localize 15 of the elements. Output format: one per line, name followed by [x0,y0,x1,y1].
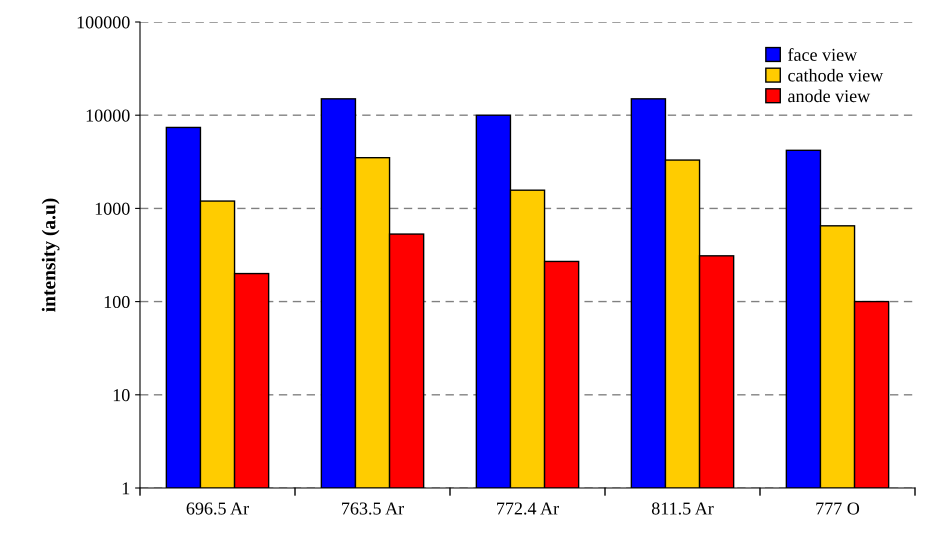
y-tick-label: 100000 [78,16,130,28]
x-tick-label: 772.4 Ar [497,502,559,515]
x-tick-label: 696.5 Ar [186,502,249,515]
y-tick-label: 100 [104,296,130,308]
legend-label: cathode view [788,68,884,82]
legend-label: anode view [788,89,870,102]
y-tick-label: 10 [114,389,130,402]
y-axis-title: intensity (a.u) [42,198,60,312]
legend-label: face view [788,48,858,61]
x-tick-label: 763.5 Ar [342,502,404,515]
y-tick-label: 1 [122,482,130,494]
y-tick-label: 10000 [86,109,130,122]
y-tick-label: 1000 [96,202,130,215]
x-tick-label: 811.5 Ar [652,502,714,515]
x-tick-label: 777 O [816,502,860,515]
